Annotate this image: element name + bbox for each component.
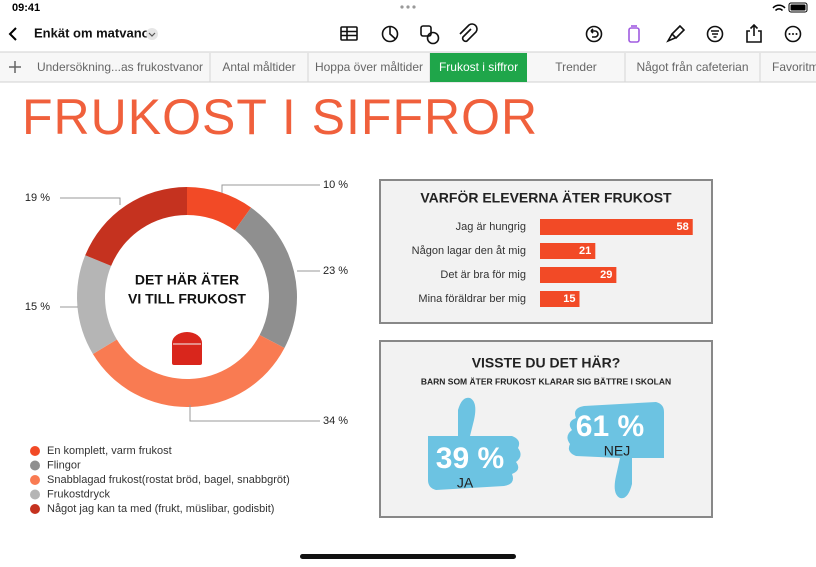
tab-bar: [0, 52, 816, 82]
tab-active-bg: [430, 53, 527, 82]
legend-swatch: [30, 475, 40, 485]
legend-label: Snabblagad frukost(rostat bröd, bagel, s…: [47, 474, 290, 486]
sheet-tab[interactable]: Trender: [555, 60, 597, 74]
data-label: 15: [563, 293, 575, 305]
info-title: VISSTE DU DET HÄR?: [472, 355, 621, 371]
legend-swatch: [30, 446, 40, 456]
donut-segment: [187, 187, 252, 231]
data-label: 58: [676, 221, 688, 233]
legend-label: Flingor: [47, 459, 81, 471]
title-menu[interactable]: [146, 28, 158, 40]
home-indicator: [300, 554, 516, 559]
donut-segment: [85, 187, 187, 266]
data-label: 15 %: [25, 301, 50, 313]
data-label: 39 %: [436, 442, 504, 475]
bar: [540, 243, 596, 259]
leader-line: [189, 405, 320, 422]
sheet-tab[interactable]: Favoritm: [772, 60, 816, 74]
donut-center-text: DET HÄR ÄTER: [135, 272, 239, 288]
back-button[interactable]: [8, 27, 17, 41]
leader-line: [60, 197, 121, 205]
category-label: JA: [457, 475, 474, 491]
share-button[interactable]: [746, 23, 762, 43]
thumb-up: [428, 397, 521, 490]
data-label: 19 %: [25, 192, 50, 204]
donut-segment: [76, 255, 117, 354]
legend-label: Något jag kan ta med (frukt, müslibar, g…: [47, 503, 274, 515]
brush-button[interactable]: [666, 24, 686, 43]
bar: [540, 291, 580, 307]
category-label: Någon lagar den åt mig: [412, 245, 526, 257]
bar: [540, 219, 693, 235]
thumb-down: [567, 402, 664, 499]
legend-label: En komplett, varm frukost: [47, 445, 172, 457]
attach-button[interactable]: [459, 23, 478, 43]
category-label: Mina föräldrar ber mig: [418, 293, 526, 305]
donut-center-text: VI TILL FRUKOST: [128, 291, 246, 307]
more-dots: [788, 33, 798, 35]
legend-swatch: [30, 460, 40, 471]
legend-swatch: [30, 504, 40, 514]
data-label: 21: [579, 245, 591, 257]
leader-line: [221, 184, 320, 193]
sheet-tab[interactable]: Hoppa över måltider: [315, 60, 423, 74]
data-label: 10 %: [323, 179, 348, 191]
format-button[interactable]: [628, 25, 640, 43]
category-label: NEJ: [604, 443, 630, 459]
donut-segment: [92, 335, 285, 407]
document-title[interactable]: Enkät om matvanor: [34, 25, 155, 40]
sheet-tab[interactable]: Undersökning...as frukostvanor: [37, 60, 203, 74]
sheet-tab[interactable]: Antal måltider: [222, 60, 295, 74]
info-subtitle: BARN SOM ÄTER FRUKOST KLARAR SIG BÄTTRE …: [421, 376, 671, 386]
legend-swatch: [30, 489, 40, 500]
legend-label: Frukostdryck: [47, 488, 110, 500]
status-time: 09:41: [12, 2, 40, 14]
organize-button[interactable]: [706, 25, 724, 43]
sheet-tab[interactable]: Något från cafeterian: [636, 60, 748, 74]
category-label: Jag är hungrig: [456, 221, 526, 233]
category-label: Det är bra för mig: [440, 269, 526, 281]
sheet-title: FRUKOST I SIFFROR: [22, 89, 538, 145]
undo-button[interactable]: [585, 25, 603, 43]
data-label: 34 %: [323, 415, 348, 427]
status-dots: [400, 5, 416, 9]
chart-title: VARFÖR ELEVERNA ÄTER FRUKOST: [420, 190, 672, 206]
status-icons: [772, 2, 808, 13]
shape-button[interactable]: [420, 25, 440, 45]
more-button[interactable]: [784, 25, 802, 43]
donut-segment: [234, 207, 297, 349]
table-button[interactable]: [340, 26, 358, 41]
sheet-tab[interactable]: Frukost i siffror: [439, 60, 518, 74]
add-sheet-button[interactable]: [9, 61, 21, 73]
data-label: 29: [600, 269, 612, 281]
chart-button[interactable]: [381, 25, 399, 43]
data-label: 23 %: [323, 265, 348, 277]
data-label: 61 %: [576, 410, 644, 443]
bar: [540, 267, 617, 283]
toast-icon: [172, 332, 202, 365]
